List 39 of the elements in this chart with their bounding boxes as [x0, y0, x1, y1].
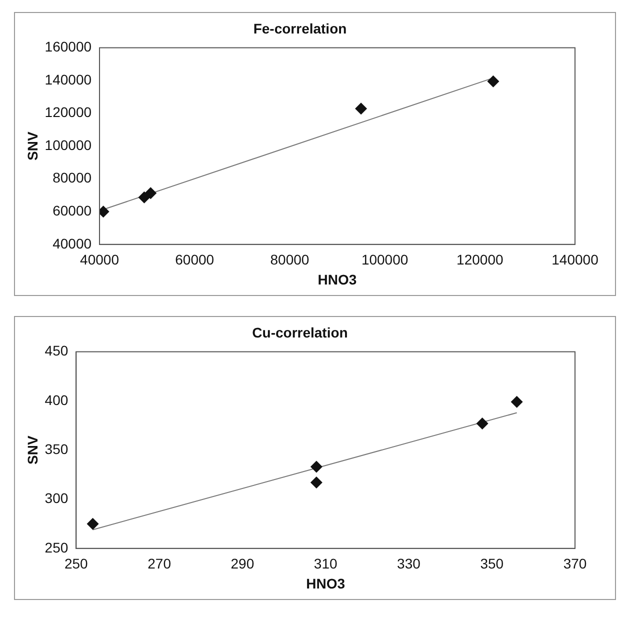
point — [476, 418, 488, 430]
x-tick-label: 370 — [563, 556, 587, 572]
x-axis-title: HNO3 — [306, 575, 346, 592]
x-axis-title: HNO3 — [318, 271, 357, 288]
x-tick-label: 270 — [148, 556, 172, 572]
x-tick-label: 80000 — [270, 252, 310, 268]
x-tick-label: 140000 — [552, 252, 599, 268]
y-tick-label: 40000 — [52, 235, 92, 252]
chart-title: Cu-correlation — [252, 324, 348, 340]
point — [510, 396, 523, 408]
point — [310, 460, 322, 473]
y-tick-label: 400 — [44, 392, 68, 408]
point — [310, 476, 322, 489]
y-tick-label: 140000 — [44, 71, 92, 88]
y-tick-label: 250 — [44, 539, 68, 556]
point — [487, 75, 500, 88]
y-tick-label: 300 — [44, 490, 68, 506]
point — [355, 102, 368, 115]
x-tick-label: 330 — [397, 556, 421, 572]
y-tick-label: 350 — [44, 440, 68, 457]
x-tick-label: 310 — [314, 556, 338, 572]
point — [86, 518, 99, 530]
x-tick-label: 60000 — [175, 252, 214, 268]
y-tick-label: 80000 — [52, 170, 92, 186]
y-tick-label: 450 — [44, 342, 68, 359]
y-axis-title: SNV — [24, 131, 40, 160]
x-tick-label: 40000 — [80, 252, 120, 268]
y-tick-label: 120000 — [44, 104, 92, 120]
y-tick-label: 60000 — [52, 202, 92, 218]
x-tick-label: 120000 — [456, 252, 504, 268]
y-tick-label: 100000 — [44, 136, 92, 153]
x-tick-label: 290 — [230, 556, 254, 572]
y-tick-label: 160000 — [44, 38, 92, 55]
point — [138, 191, 150, 204]
chart-title: Fe-correlation — [253, 20, 347, 36]
x-tick-label: 100000 — [361, 252, 408, 268]
point — [144, 187, 157, 200]
x-tick-label: 350 — [480, 556, 504, 572]
y-axis-title: SNV — [24, 435, 40, 464]
